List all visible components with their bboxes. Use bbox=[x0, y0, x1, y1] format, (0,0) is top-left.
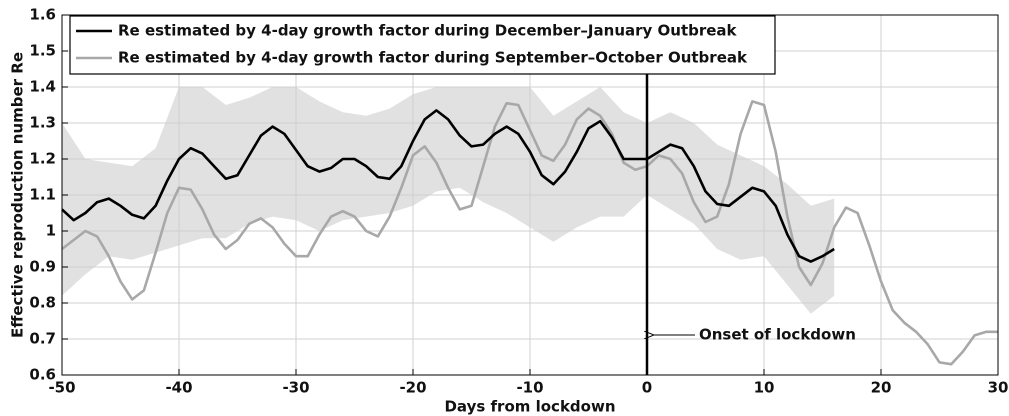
y-tick-label: 1.1 bbox=[29, 186, 56, 204]
x-tick-label: -20 bbox=[399, 379, 426, 397]
legend-label: Re estimated by 4-day growth factor duri… bbox=[118, 49, 748, 67]
annotation: Onset of lockdown bbox=[699, 326, 856, 344]
y-tick-label: 0.9 bbox=[29, 258, 56, 276]
y-tick-label: 1.2 bbox=[29, 150, 56, 168]
x-tick-label: 30 bbox=[988, 379, 1009, 397]
x-tick-label: -30 bbox=[282, 379, 309, 397]
y-tick-label: 1 bbox=[46, 222, 56, 240]
x-tick-label: -40 bbox=[165, 379, 192, 397]
x-tick-label: 10 bbox=[754, 379, 775, 397]
legend-label: Re estimated by 4-day growth factor duri… bbox=[118, 22, 738, 40]
y-tick-label: 0.8 bbox=[29, 294, 56, 312]
y-tick-label: 0.7 bbox=[29, 330, 56, 348]
legend-box bbox=[69, 15, 776, 75]
series-line bbox=[61, 109, 835, 263]
y-tick-label: 0.6 bbox=[29, 366, 56, 384]
y-tick-label: 1.3 bbox=[29, 114, 56, 132]
series-line bbox=[61, 100, 998, 366]
y-tick-label: 1.5 bbox=[29, 42, 56, 60]
plot-frame bbox=[61, 14, 999, 376]
y-axis-label: Effective reproduction number Re bbox=[9, 52, 27, 338]
x-tick-label: -50 bbox=[48, 379, 75, 397]
y-tick-label: 1.4 bbox=[29, 78, 56, 96]
x-tick-label: 0 bbox=[642, 379, 652, 397]
y-tick-label: 1.6 bbox=[29, 6, 56, 24]
x-tick-label: -10 bbox=[516, 379, 543, 397]
x-tick-label: 20 bbox=[871, 379, 892, 397]
x-axis-label: Days from lockdown bbox=[444, 398, 615, 416]
